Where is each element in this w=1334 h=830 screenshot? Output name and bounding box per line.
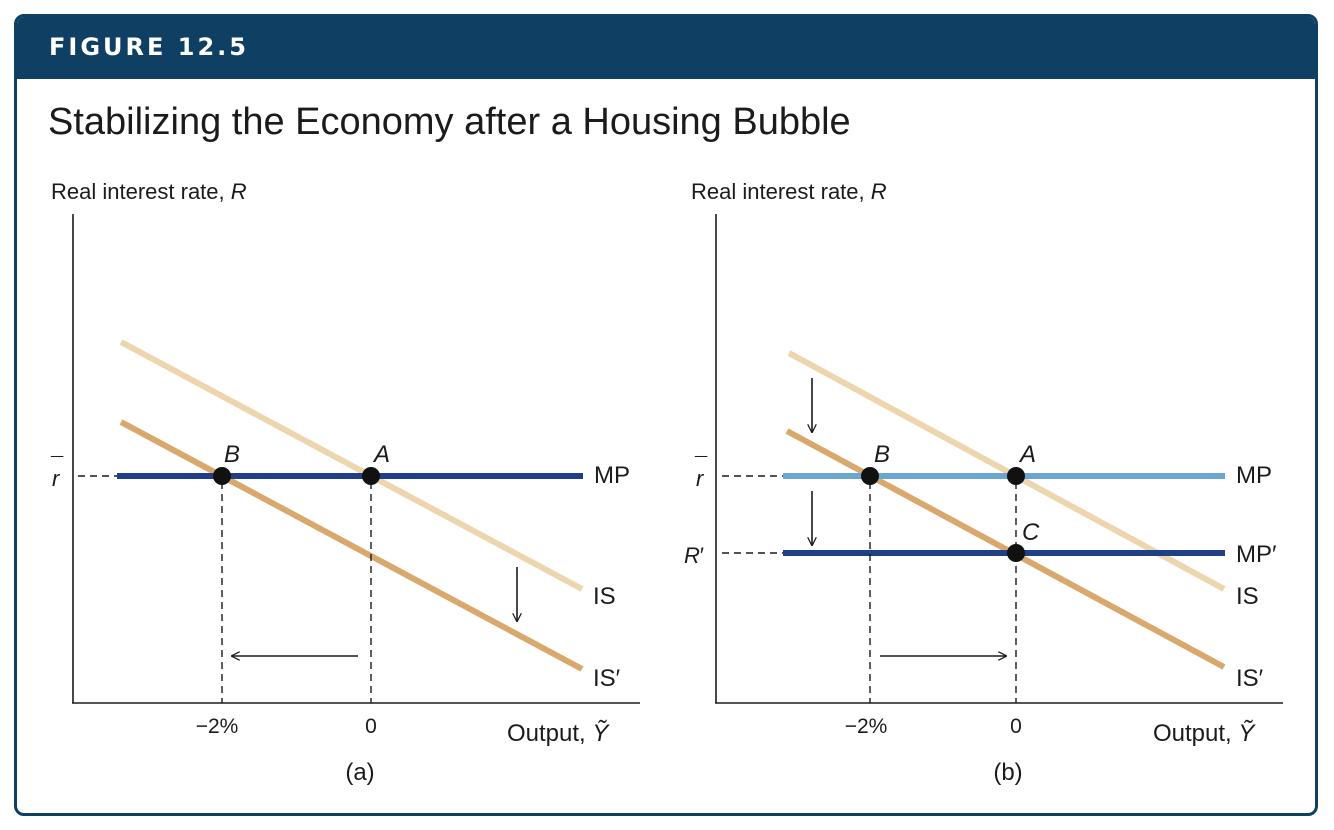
panel-b-rbar-tick-accent: ¯ — [694, 453, 708, 478]
panel-a-is-prime-label: IS′ — [593, 665, 621, 692]
panel-a-is-prime-curve — [119, 419, 584, 672]
panel-b-point-b — [861, 467, 879, 485]
panel-b-mp-label: MP — [1236, 462, 1272, 489]
panel-b-y-axis-label: Real interest rate, R — [691, 179, 887, 204]
panel-a-rbar-tick: r — [52, 466, 61, 491]
panel-a-point-b — [213, 467, 231, 485]
panel-b-rbar-tick: r — [696, 466, 705, 491]
panel-b-point-c-label: C — [1022, 519, 1040, 546]
panel-a-mp-label: MP — [594, 462, 630, 489]
panel-b-point-c — [1007, 544, 1025, 562]
panel-b-is-prime-curve — [785, 428, 1226, 670]
panel-b-x-axis-label: Output, Ỹ — [1153, 720, 1256, 747]
panel-b: Real interest rate, R B A C MP MP′ IS IS… — [684, 179, 1283, 786]
panel-b-is-curve — [787, 350, 1226, 592]
panel-b-is-prime-label: IS′ — [1236, 665, 1264, 692]
panel-b-rprime-tick: R′ — [684, 543, 704, 568]
panel-b-point-b-label: B — [874, 441, 890, 468]
panel-a-x-tick-neg2: −2% — [196, 715, 239, 738]
panel-a-is-curve — [119, 339, 584, 592]
panel-a-caption: (a) — [345, 759, 374, 786]
panel-a-x-axis-label: Output, Ỹ — [507, 720, 610, 747]
panel-a-point-b-label: B — [224, 441, 240, 468]
figure-number: FIGURE 12.5 — [49, 33, 249, 61]
panel-a-y-axis-label: Real interest rate, R — [51, 179, 247, 204]
panel-a-is-label: IS — [593, 583, 616, 610]
panel-b-point-a-label: A — [1018, 441, 1036, 468]
panel-b-point-a — [1007, 467, 1025, 485]
panel-b-x-tick-neg2: −2% — [845, 715, 888, 738]
panel-a-x-tick-0: 0 — [365, 715, 377, 738]
panel-b-caption: (b) — [993, 759, 1022, 786]
figure-frame: FIGURE 12.5 Stabilizing the Economy afte… — [14, 14, 1318, 816]
panel-a-point-a-label: A — [372, 441, 390, 468]
figure-header-bar: FIGURE 12.5 — [17, 17, 1315, 79]
panel-b-is-label: IS — [1236, 583, 1259, 610]
panel-a: Real interest rate, R B A MP IS IS′ r ¯ … — [50, 179, 640, 786]
figure-title: Stabilizing the Economy after a Housing … — [48, 101, 851, 143]
panel-a-point-a — [362, 467, 380, 485]
panel-b-mp-prime-label: MP′ — [1236, 541, 1277, 568]
panel-a-rbar-tick-accent: ¯ — [50, 453, 64, 478]
panel-b-x-tick-0: 0 — [1010, 715, 1022, 738]
